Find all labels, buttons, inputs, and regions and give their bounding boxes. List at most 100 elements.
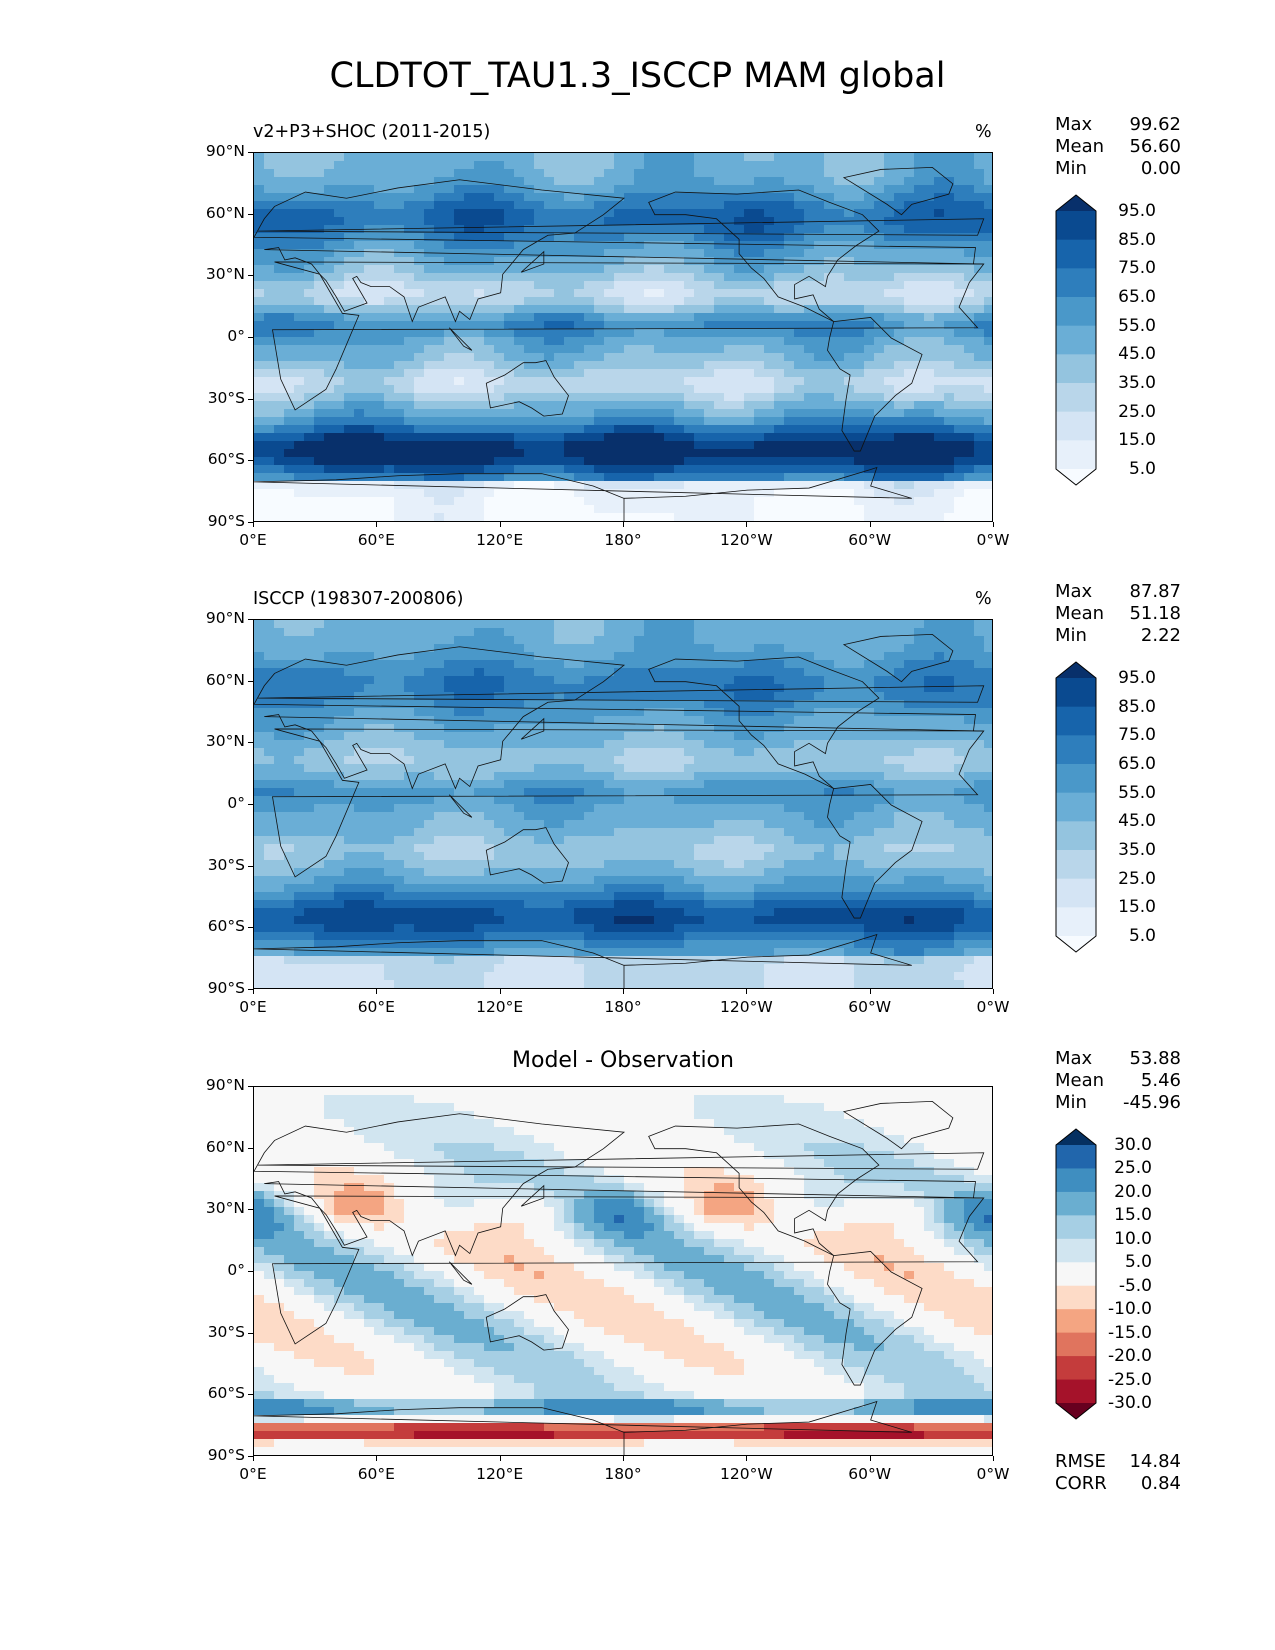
colorbar-label: 55.0: [1118, 315, 1156, 336]
lat-tick-label: 60°N: [205, 203, 245, 222]
colorbar-outline: [1055, 661, 1097, 953]
colorbar-segment: [1056, 411, 1096, 441]
lat-tick-label: 0°: [227, 327, 245, 345]
lon-tick-label: 120°E: [476, 1465, 524, 1483]
stat-row: Mean 56.60: [1055, 136, 1181, 158]
lat-tick-mark: [248, 680, 253, 682]
stat-row: Min 0.00: [1055, 158, 1181, 180]
map-svg: [254, 1087, 992, 1455]
lat-tick-mark: [248, 213, 253, 215]
lon-tick-label: 0°E: [239, 1465, 267, 1483]
stat-label: Max: [1055, 114, 1093, 135]
colorbar-segment: [1056, 706, 1096, 736]
lon-tick-mark: [376, 989, 378, 994]
lat-tick-mark: [248, 1394, 253, 1396]
lat-tick-label: 60°S: [207, 450, 245, 469]
lon-tick-label: 120°W: [719, 1465, 773, 1483]
lon-tick-mark: [253, 522, 254, 527]
lat-tick-mark: [248, 1086, 253, 1087]
lon-tick-label: 0°W: [976, 1465, 1010, 1483]
colorbar-label: 65.0: [1118, 287, 1156, 307]
coastlines: [254, 166, 985, 521]
lat-tick-label: 30°N: [205, 265, 245, 284]
lon-tick-label: 120°W: [719, 998, 773, 1016]
colorbar-segment: [1056, 1379, 1096, 1404]
stat-value: -45.96: [1122, 1092, 1181, 1113]
map-svg: [254, 153, 992, 521]
stat-label: Mean: [1055, 603, 1105, 624]
colorbar-segment: [1056, 1262, 1096, 1287]
colorbar-label: 20.0: [1114, 1181, 1152, 1202]
lat-tick-mark: [248, 989, 253, 990]
colorbar-label: 45.0: [1118, 344, 1156, 365]
colorbar-label: -30.0: [1108, 1393, 1152, 1413]
colorbar-label: 5.0: [1128, 926, 1156, 946]
colorbar-label: -10.0: [1108, 1299, 1152, 1320]
colorbar-label: 65.0: [1118, 754, 1156, 774]
stat-value: 2.22: [1140, 625, 1181, 646]
colorbar-segment: [1056, 821, 1096, 851]
lon-tick-mark: [376, 522, 378, 527]
colorbar-segment: [1056, 239, 1096, 269]
lat-tick-mark: [248, 1456, 253, 1457]
lon-tick-mark: [499, 522, 501, 527]
colorbar-outline: [1055, 1128, 1097, 1420]
lat-tick-mark: [248, 398, 253, 400]
stat-row: Max 87.87: [1055, 581, 1181, 603]
colorbar-label: 85.0: [1118, 229, 1156, 250]
lon-tick-label: 180°: [604, 998, 642, 1016]
lon-tick-mark: [993, 1456, 994, 1461]
lat-tick-mark: [248, 927, 253, 929]
lat-tick-label: 0°: [227, 1261, 245, 1279]
lat-tick-label: 60°N: [205, 670, 245, 689]
lat-tick-label: 90°S: [207, 512, 245, 530]
lon-tick-label: 0°E: [239, 998, 267, 1016]
stat-row: Min -45.96: [1055, 1092, 1181, 1114]
lon-tick-label: 0°E: [239, 531, 267, 549]
colorbar-label: 45.0: [1118, 811, 1156, 832]
map-panel: [253, 1086, 993, 1456]
stat-value: 0.00: [1140, 158, 1181, 179]
colorbar-segment: [1056, 735, 1096, 765]
lon-tick-label: 60°E: [357, 1465, 395, 1483]
stats-block: Max 99.62 Mean 56.60 Min 0.00: [1055, 114, 1181, 180]
colorbar-segment: [1056, 678, 1096, 708]
stat-row: Min 2.22: [1055, 625, 1181, 647]
lon-tick-label: 60°W: [848, 998, 892, 1016]
stat-value: 51.18: [1129, 603, 1181, 624]
stat-label: Max: [1055, 1048, 1093, 1069]
colorbar-label: 25.0: [1114, 1158, 1152, 1179]
lat-tick-label: 90°S: [207, 979, 245, 997]
lon-tick-label: 180°: [604, 1465, 642, 1483]
colorbar: [1055, 661, 1097, 953]
lon-tick-mark: [253, 989, 254, 994]
colorbar-label: 85.0: [1118, 696, 1156, 717]
lon-tick-label: 0°W: [976, 998, 1010, 1016]
lat-tick-label: 90°S: [207, 1446, 245, 1464]
field-layer: [254, 620, 992, 988]
stat-value: 87.87: [1129, 581, 1181, 602]
lat-tick-mark: [248, 865, 253, 867]
lat-tick-label: 90°N: [205, 1076, 245, 1094]
stat-label: Min: [1055, 625, 1087, 646]
lon-tick-mark: [623, 522, 624, 527]
stat-row: RMSE 14.84: [1055, 1451, 1181, 1473]
lon-tick-label: 60°E: [357, 998, 395, 1016]
rmse-corr-block: RMSE 14.84 CORR 0.84: [1055, 1451, 1181, 1495]
colorbar-extend-top: [1056, 195, 1096, 211]
colorbar-label: 10.0: [1114, 1228, 1152, 1249]
colorbar-segment: [1056, 1285, 1096, 1310]
lon-tick-label: 120°E: [476, 998, 524, 1016]
field-layer: [254, 1087, 992, 1455]
lat-tick-label: 30°S: [207, 855, 245, 874]
panel-title: v2+P3+SHOC (2011-2015): [253, 122, 491, 142]
units-label: %: [975, 122, 992, 142]
colorbar-segment: [1056, 1145, 1096, 1169]
colorbar-segment: [1056, 1238, 1096, 1263]
colorbar-label: 95.0: [1118, 201, 1156, 221]
stat-label: Mean: [1055, 136, 1105, 157]
stat-row: CORR 0.84: [1055, 1473, 1181, 1495]
lon-tick-mark: [623, 1456, 624, 1461]
stat-label: Mean: [1055, 1070, 1105, 1091]
field-layer: [254, 153, 992, 521]
